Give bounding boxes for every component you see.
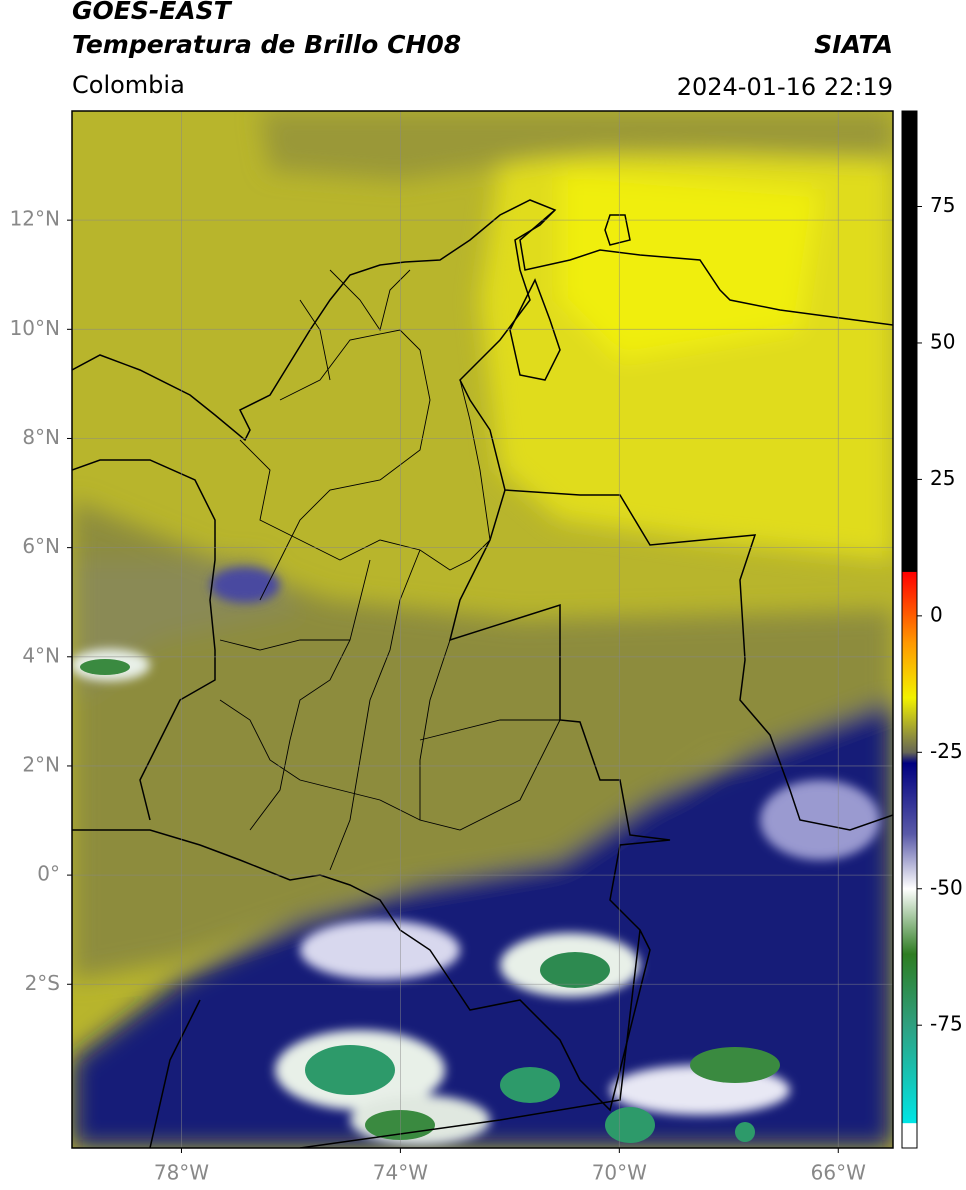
colorbar-tick-label: 25 bbox=[930, 466, 955, 490]
map-frame bbox=[71, 110, 894, 1149]
y-tick-label: 10°N bbox=[10, 316, 60, 340]
y-tick-label: 2°N bbox=[22, 752, 60, 776]
satellite-image bbox=[72, 111, 893, 1148]
colorbar-tick-label: 50 bbox=[930, 329, 955, 353]
colorbar-ticks: 75 50 25 0 -25 -50 -75 bbox=[917, 193, 963, 1036]
y-tick-label: 12°N bbox=[10, 207, 60, 231]
x-tick-label: 66°W bbox=[811, 1161, 866, 1185]
y-tick-label: 0° bbox=[37, 862, 60, 886]
colorbar-tick-label: -50 bbox=[930, 875, 963, 899]
x-tick-label: 74°W bbox=[373, 1161, 428, 1185]
axes: 78°W 74°W 70°W 66°W 12°N 10°N 8°N 6°N 4°N 2°N 0° 2°… bbox=[10, 207, 867, 1185]
x-tick-label: 70°W bbox=[592, 1161, 647, 1185]
graticule bbox=[72, 111, 893, 1148]
y-tick-label: 2°S bbox=[25, 971, 60, 995]
colorbar bbox=[901, 110, 918, 1149]
subtitle: Colombia bbox=[72, 71, 185, 99]
title-line-1: GOES-EAST bbox=[72, 0, 233, 25]
colorbar-tick-label: 0 bbox=[930, 602, 943, 626]
y-tick-label: 6°N bbox=[22, 534, 60, 558]
y-tick-label: 8°N bbox=[22, 425, 60, 449]
colorbar-tick-label: -25 bbox=[930, 739, 963, 763]
colorbar-tick-label: -75 bbox=[930, 1012, 963, 1036]
datetime: 2024-01-16 22:19 bbox=[677, 73, 893, 101]
title-line-2: Temperatura de Brillo CH08 bbox=[72, 30, 461, 59]
y-tick-label: 4°N bbox=[22, 643, 60, 667]
source: SIATA bbox=[814, 30, 893, 59]
x-tick-label: 78°W bbox=[154, 1161, 209, 1185]
colorbar-tick-label: 75 bbox=[930, 193, 955, 217]
